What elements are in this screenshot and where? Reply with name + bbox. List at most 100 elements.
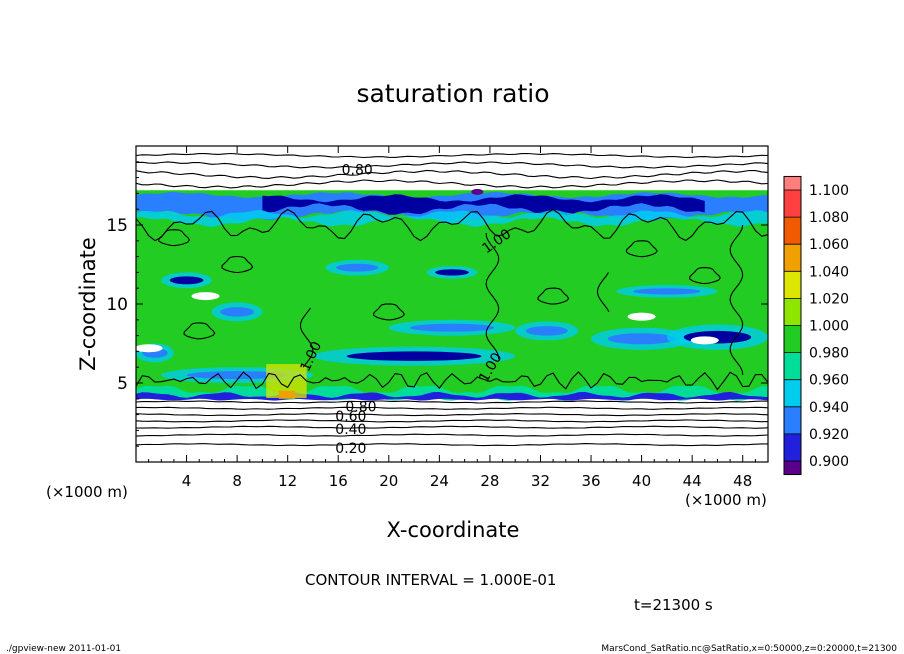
field-streak-core (346, 351, 482, 361)
x-tick-label: 16 (329, 472, 348, 490)
contour-upper (135, 169, 769, 180)
y-tick-label: 10 (106, 295, 128, 315)
colorbar-cell (784, 244, 801, 272)
field-streak-core (607, 333, 676, 345)
footer-left: ./gpview-new 2011-01-01 (6, 644, 121, 654)
contour-1-00-vertical (596, 272, 610, 313)
field-peak-spot (471, 188, 484, 195)
colorbar-cell (784, 325, 801, 353)
x-tick-label: 48 (733, 472, 752, 490)
contour-label: 0.60 (335, 409, 366, 425)
colorbar-cell (784, 190, 801, 218)
colorbar-cell (784, 271, 801, 299)
colorbar-label: 1.080 (809, 210, 849, 226)
colorbar-cell (784, 433, 801, 461)
contour-upper (135, 179, 769, 189)
field-warm-core (278, 390, 296, 399)
colorbar: 1.100 1.080 1.060 1.040 1.020 1.000 0.980 0.960… (783, 175, 849, 476)
contour-lower (135, 419, 769, 423)
y-axis: 5 10 15 (106, 161, 768, 447)
x-unit-left: (×1000 m) (46, 483, 128, 501)
x-tick-label: 24 (430, 472, 449, 490)
contour-labels: 0.801.001.00 1.000.800.600.400.20 (298, 163, 515, 457)
y-axis-label: Z-coordinate (76, 237, 100, 371)
contour-1-00-loop (537, 287, 570, 305)
colorbar-cell (784, 352, 801, 380)
contour-1-00-upper (135, 208, 769, 242)
contour-1-00-loop (221, 255, 254, 274)
colorbar-label: 0.900 (809, 454, 849, 470)
contour-label: 0.40 (335, 422, 366, 438)
saturation-field (134, 188, 768, 401)
contour-label: 0.80 (345, 400, 376, 416)
colorbar-label: 1.040 (809, 264, 849, 280)
colorbar-cell (784, 379, 801, 407)
contour-1-00-loop (373, 303, 405, 321)
field-streak-core (435, 269, 469, 276)
contour-1-00-vertical (485, 232, 500, 360)
y-tick-label: 15 (106, 216, 128, 236)
field-upper-edge (136, 209, 768, 227)
contour-lower (135, 425, 769, 429)
field-streak-core (336, 263, 379, 272)
plot-area: 0.801.001.00 1.000.800.600.400.20 (134, 145, 769, 463)
chart-title: saturation ratio (356, 79, 549, 108)
footer-right: MarsCond_SatRatio.nc@SatRatio,x=0:50000,… (601, 644, 897, 654)
x-tick-label: 28 (480, 472, 499, 490)
y-tick-label: 5 (117, 374, 128, 394)
colorbar-cell (784, 176, 801, 190)
colorbar-cell (784, 217, 801, 245)
field-clear-patch (690, 336, 719, 345)
colorbar-cell (784, 406, 801, 434)
contour-lower (135, 443, 768, 447)
contour-1-00-lower (135, 371, 769, 391)
x-tick-label: 36 (581, 472, 600, 490)
colorbar-label: 1.020 (809, 291, 849, 307)
x-tick-label: 20 (379, 472, 398, 490)
x-axis: 4 8 12 16 20 24 28 32 36 40 44 48 (148, 146, 756, 490)
time-stamp: t=21300 s (634, 596, 713, 614)
contour-lower (135, 413, 769, 417)
contour-lower (135, 433, 769, 437)
colorbar-label: 0.960 (809, 373, 849, 389)
colorbar-cell (784, 298, 801, 326)
x-tick-label: 4 (182, 472, 192, 490)
colorbar-label: 0.920 (809, 427, 849, 443)
contour-lines (135, 152, 769, 447)
colorbar-label: 1.000 (809, 319, 849, 335)
x-tick-label: 12 (278, 472, 297, 490)
field-streak-core (525, 326, 568, 336)
field-clear-patch (627, 312, 656, 321)
contour-1-00-loop (625, 240, 658, 258)
field-streak-core (220, 307, 254, 317)
contour-lower (135, 400, 769, 404)
contour-1-00-vertical (729, 224, 744, 376)
field-streak-core (186, 371, 288, 380)
colorbar-label: 0.940 (809, 400, 849, 416)
contour-label: 0.20 (335, 441, 366, 457)
contour-1-00-loop (158, 229, 191, 247)
colorbar-cell (784, 461, 801, 475)
contour-1-00-loop (183, 322, 216, 340)
field-streak-core (409, 323, 495, 332)
field-clear-patch (134, 344, 163, 353)
colorbar-label: 0.980 (809, 346, 849, 362)
x-tick-label: 40 (632, 472, 651, 490)
field-streak-core (633, 288, 701, 295)
contour-lower (136, 406, 769, 410)
contour-upper (135, 161, 769, 169)
contour-interval: CONTOUR INTERVAL = 1.000E-01 (305, 571, 556, 589)
x-unit-right: (×1000 m) (685, 491, 767, 509)
contour-1-00-vertical (299, 307, 314, 368)
x-tick-label: 8 (232, 472, 242, 490)
colorbar-label: 1.100 (809, 183, 849, 199)
x-tick-label: 44 (683, 472, 702, 490)
colorbar-label: 1.060 (809, 237, 849, 253)
contour-label: 0.80 (342, 163, 373, 179)
x-tick-label: 32 (531, 472, 550, 490)
field-clear-patch (191, 292, 220, 301)
contour-1-00-loop (689, 267, 721, 285)
contour-upper (135, 152, 769, 159)
field-upper-core (262, 194, 705, 216)
